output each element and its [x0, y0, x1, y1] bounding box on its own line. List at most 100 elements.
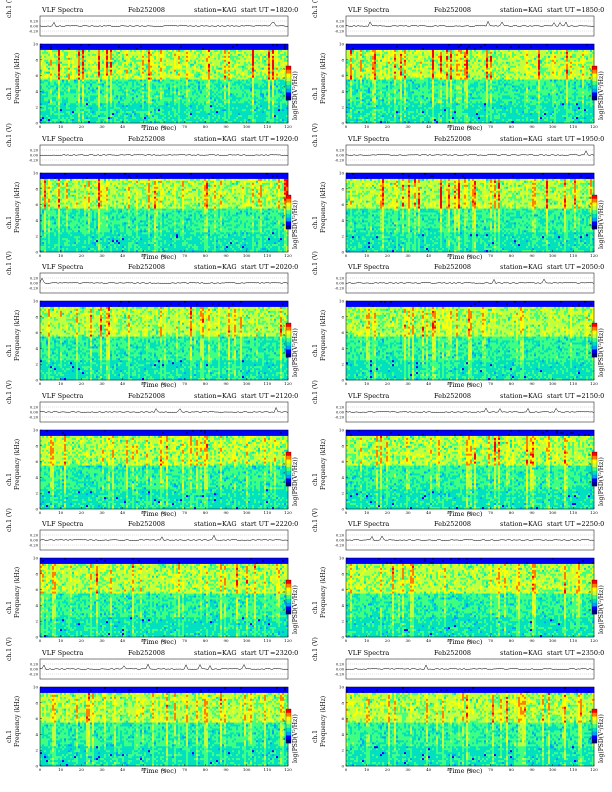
spectrogram-cell — [48, 117, 50, 119]
spectrogram-cell — [76, 68, 78, 70]
spectrogram-cell — [216, 44, 218, 46]
spectrogram-cell — [156, 78, 158, 80]
spectrogram-cell — [218, 103, 220, 105]
spectrogram-cell — [238, 48, 240, 50]
spectrogram-cell — [242, 50, 244, 52]
spectrogram-cell — [142, 89, 144, 91]
spectrogram-cell — [262, 52, 264, 54]
spectrogram-cell — [102, 56, 104, 58]
spectrogram-cell — [194, 80, 196, 82]
spectrogram-cell — [120, 48, 122, 50]
spectrogram-cell — [172, 62, 174, 64]
spectrogram-cell — [118, 72, 120, 74]
spectrogram-cell — [104, 113, 106, 115]
spectrogram-cell — [142, 48, 144, 50]
spectrogram-cell — [142, 72, 144, 74]
spectrogram-cell — [240, 66, 242, 68]
spectrogram-cell — [54, 87, 56, 89]
spectrogram-cell — [250, 46, 252, 48]
spectrogram-cell — [262, 84, 264, 86]
spectrogram-cell — [148, 105, 150, 107]
spectrogram-cell — [156, 115, 158, 117]
spectrogram-cell — [274, 54, 276, 56]
spectrogram-cell — [214, 60, 216, 62]
spectrogram-cell — [190, 54, 192, 56]
spectrogram-cell — [74, 93, 76, 95]
spectrogram-cell — [240, 89, 242, 91]
spectrogram-cell — [112, 109, 114, 111]
spectrogram-cell — [112, 105, 114, 107]
spectrogram-cell — [192, 107, 194, 109]
spectrogram-cell — [90, 85, 92, 87]
spectrogram-cell — [274, 97, 276, 99]
spectrogram-cell — [248, 111, 250, 113]
spectrogram-cell — [218, 62, 220, 64]
spectrogram-cell — [108, 50, 110, 52]
spectrogram-cell — [110, 58, 112, 60]
spectrogram-cell — [74, 117, 76, 119]
spectrogram-cell — [74, 56, 76, 58]
spectrogram-cell — [194, 56, 196, 58]
spectrogram-cell — [172, 80, 174, 82]
spectrogram-cell — [276, 52, 278, 54]
spectrogram-cell — [226, 87, 228, 89]
spectrogram-cell — [250, 85, 252, 87]
spectrogram-cell — [150, 74, 152, 76]
spectrogram-cell — [276, 115, 278, 117]
spectrogram-cell — [110, 111, 112, 113]
spectrogram-cell — [104, 76, 106, 78]
spectrum-panel: VLF Spectra Feb252008 station=KAG start UT =… — [2, 4, 302, 132]
spectrogram-cell — [114, 58, 116, 60]
spectrogram-cell — [160, 85, 162, 87]
spectrogram-cell — [244, 115, 246, 117]
spectrogram-cell — [128, 85, 130, 87]
spectrogram-cell — [214, 46, 216, 48]
spectrogram-cell — [132, 95, 134, 97]
spectrogram-cell — [168, 46, 170, 48]
spectrogram-cell — [96, 64, 98, 66]
spectrogram-cell — [246, 99, 248, 101]
spectrogram-cell — [84, 93, 86, 95]
spectrogram-cell — [136, 91, 138, 93]
spectrogram-cell — [252, 48, 254, 50]
spectrogram-cell — [176, 80, 178, 82]
spectrogram-cell — [40, 95, 42, 97]
spectrogram-cell — [212, 80, 214, 82]
spectrogram-cell — [178, 111, 180, 113]
spectrogram-cell — [244, 91, 246, 93]
spectrogram-cell — [44, 93, 46, 95]
spectrogram-cell — [132, 66, 134, 68]
spectrogram-cell — [194, 76, 196, 78]
spectrogram-cell — [166, 52, 168, 54]
spectrogram-cell — [218, 74, 220, 76]
spectrogram-cell — [240, 111, 242, 113]
spectrogram-cell — [248, 68, 250, 70]
spectrogram-cell — [272, 48, 274, 50]
spectrogram-cell — [164, 85, 166, 87]
spectrogram-cell — [64, 101, 66, 103]
spectrogram-cell — [140, 78, 142, 80]
spectrogram-cell — [132, 84, 134, 86]
spectrogram-cell — [82, 78, 84, 80]
spectrogram-cell — [84, 82, 86, 84]
spectrogram-cell — [236, 48, 238, 50]
spectrogram-cell — [160, 107, 162, 109]
spectrogram-cell — [222, 56, 224, 58]
spectrogram-cell — [148, 87, 150, 89]
spectrogram-cell — [54, 70, 56, 72]
spectrogram-cell — [244, 68, 246, 70]
spectrogram-cell — [68, 95, 70, 97]
spectrogram-cell — [42, 74, 44, 76]
spectrogram-cell — [240, 91, 242, 93]
spectrogram-cell — [114, 95, 116, 97]
spectrogram-cell — [244, 64, 246, 66]
spectrogram-cell — [174, 72, 176, 74]
spectrogram-cell — [268, 85, 270, 87]
spectrogram-cell — [214, 115, 216, 117]
spectrogram-cell — [120, 46, 122, 48]
spectrogram-cell — [80, 99, 82, 101]
spectrogram-cell — [252, 80, 254, 82]
spectrogram-cell — [236, 76, 238, 78]
spectrogram-cell — [46, 89, 48, 91]
spectrogram-cell — [176, 82, 178, 84]
